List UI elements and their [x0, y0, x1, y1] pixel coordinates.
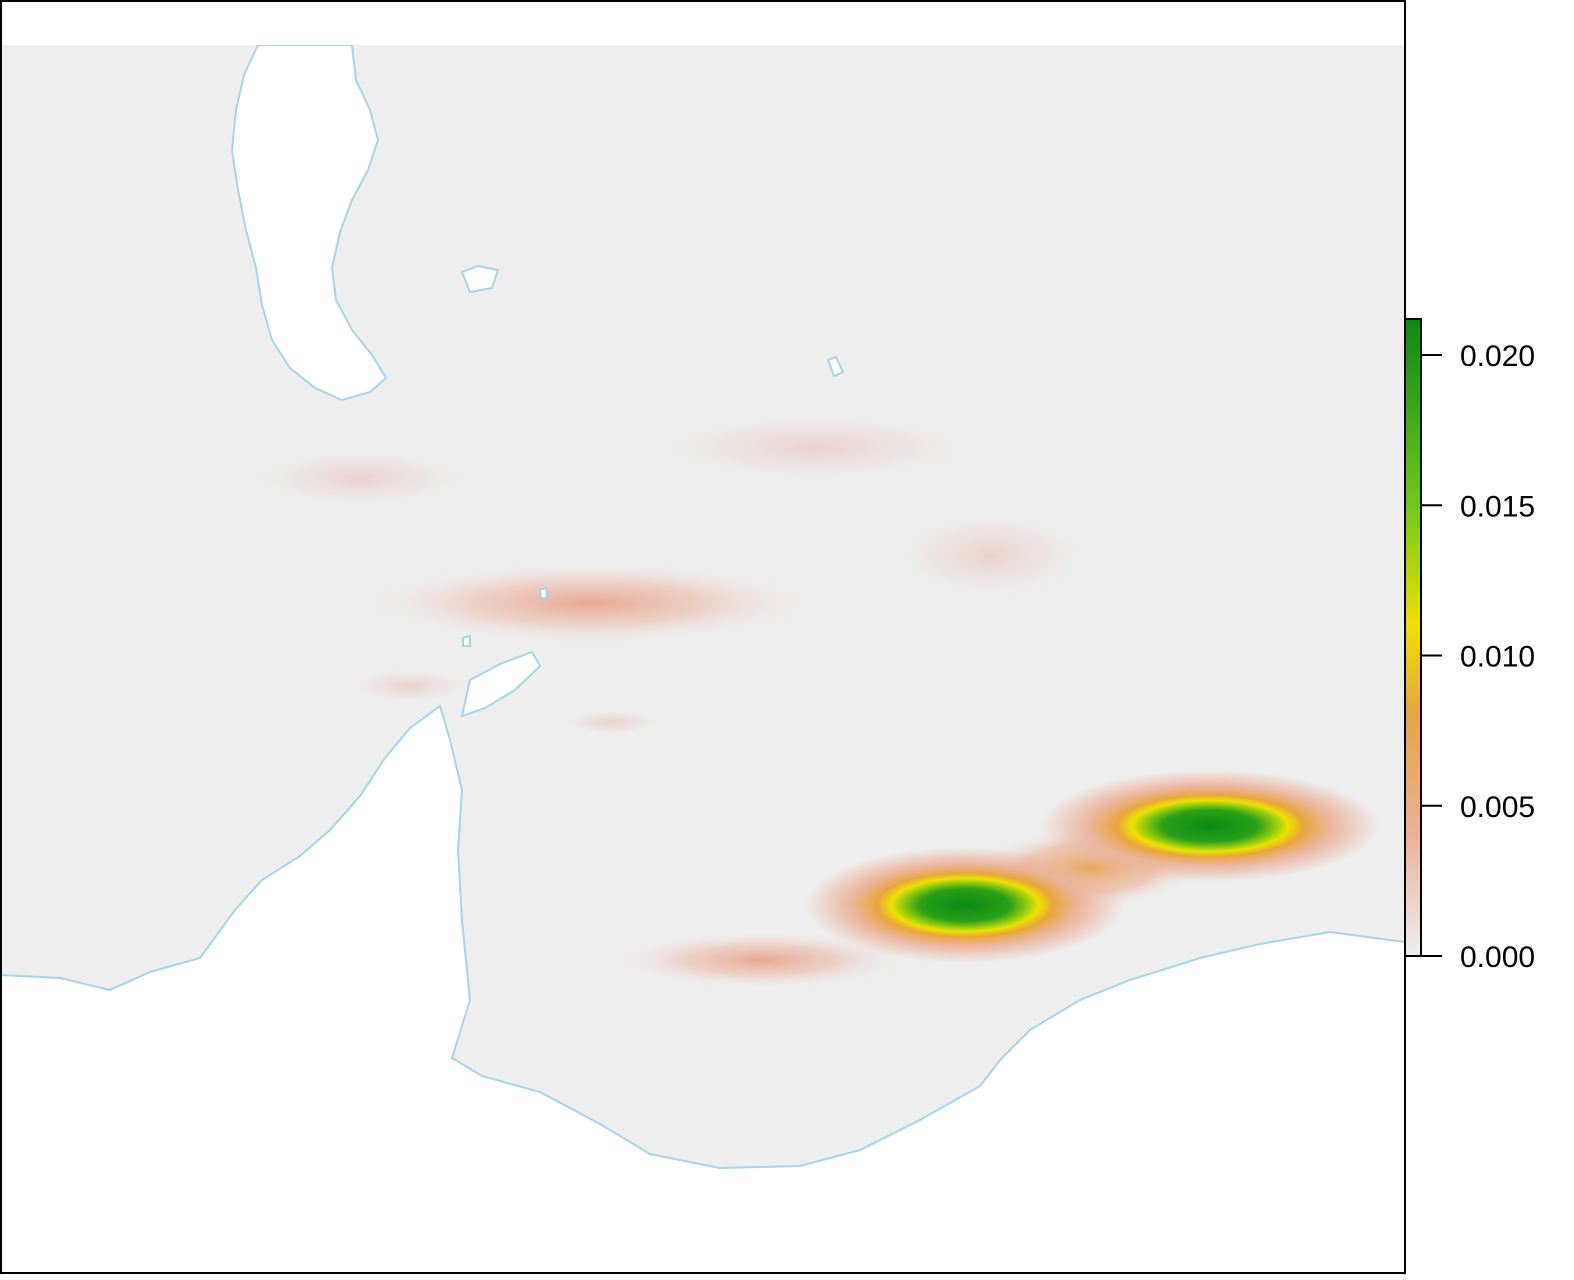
island-north [460, 264, 500, 294]
map-plot-area [0, 45, 1405, 1275]
hotspot-central-peak [805, 847, 1125, 963]
antarctica-mainland [0, 704, 1405, 1275]
density-layer [250, 412, 1380, 990]
legend: 0.000 0.005 0.010 0.015 0.020 [1404, 318, 1535, 974]
hotspot-west-faint [350, 668, 470, 704]
legend-tick-label: 0.015 [1460, 490, 1535, 523]
island-small-east [826, 355, 845, 378]
legend-colorbar [1404, 318, 1422, 957]
land-layer [0, 45, 1405, 1275]
hotspot-east-peak [1040, 770, 1380, 882]
legend-tick-label: 0.000 [1460, 941, 1535, 974]
island-tip-b [462, 634, 471, 647]
hotspot-northwest-faint [250, 448, 470, 508]
island-tip-a [538, 586, 549, 599]
hotspot-south-band [612, 930, 912, 990]
hotspot-mid-faint [562, 708, 662, 736]
legend-tick-label: 0.010 [1460, 641, 1535, 674]
hotspot-northeast-faint [895, 510, 1085, 600]
antarctic-peninsula-islands [460, 650, 542, 718]
south-america-tip [230, 45, 388, 402]
legend-tick-label: 0.020 [1460, 340, 1535, 373]
legend-ticks: 0.000 0.005 0.010 0.015 0.020 [1421, 340, 1535, 974]
legend-tick-label: 0.005 [1460, 791, 1535, 824]
hotspot-north-faint [655, 412, 975, 482]
hotspot-north-band [360, 561, 820, 645]
